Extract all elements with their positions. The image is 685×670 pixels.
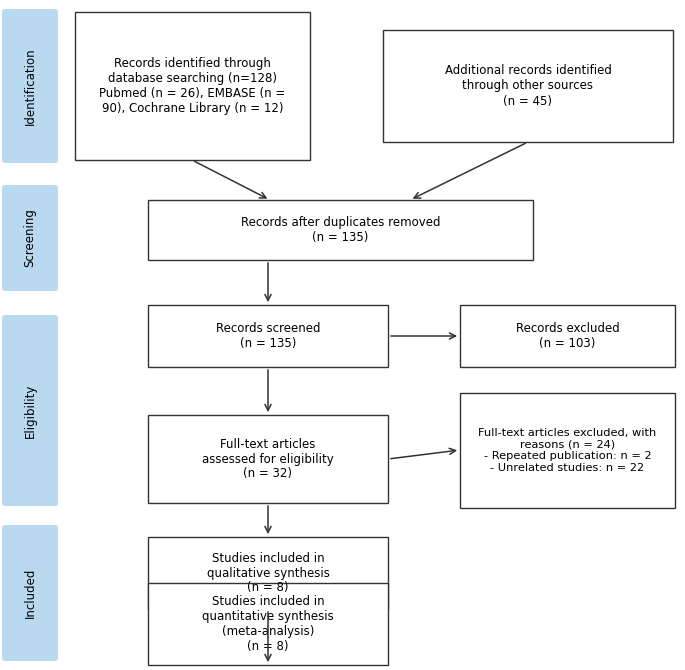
FancyBboxPatch shape (148, 305, 388, 367)
FancyBboxPatch shape (148, 583, 388, 665)
FancyBboxPatch shape (2, 525, 58, 661)
FancyBboxPatch shape (2, 9, 58, 163)
Text: Records identified through
database searching (n=128)
Pubmed (n = 26), EMBASE (n: Records identified through database sear… (99, 57, 286, 115)
FancyBboxPatch shape (148, 415, 388, 503)
Text: Screening: Screening (23, 208, 36, 267)
FancyBboxPatch shape (383, 30, 673, 142)
FancyBboxPatch shape (75, 12, 310, 160)
Text: Records after duplicates removed
(n = 135): Records after duplicates removed (n = 13… (240, 216, 440, 244)
Text: Records excluded
(n = 103): Records excluded (n = 103) (516, 322, 619, 350)
Text: Studies included in
quantitative synthesis
(meta-analysis)
(n = 8): Studies included in quantitative synthes… (202, 595, 334, 653)
FancyBboxPatch shape (2, 185, 58, 291)
Text: Studies included in
qualitative synthesis
(n = 8): Studies included in qualitative synthesi… (207, 551, 329, 594)
FancyBboxPatch shape (2, 315, 58, 506)
FancyBboxPatch shape (148, 200, 533, 260)
Text: Full-text articles
assessed for eligibility
(n = 32): Full-text articles assessed for eligibil… (202, 438, 334, 480)
FancyBboxPatch shape (460, 305, 675, 367)
FancyBboxPatch shape (148, 537, 388, 609)
Text: Additional records identified
through other sources
(n = 45): Additional records identified through ot… (445, 64, 612, 107)
Text: Identification: Identification (23, 47, 36, 125)
FancyBboxPatch shape (460, 393, 675, 508)
Text: Full-text articles excluded, with
reasons (n = 24)
- Repeated publication: n = 2: Full-text articles excluded, with reason… (478, 428, 657, 473)
Text: Included: Included (23, 567, 36, 618)
Text: Eligibility: Eligibility (23, 383, 36, 438)
Text: Records screened
(n = 135): Records screened (n = 135) (216, 322, 321, 350)
